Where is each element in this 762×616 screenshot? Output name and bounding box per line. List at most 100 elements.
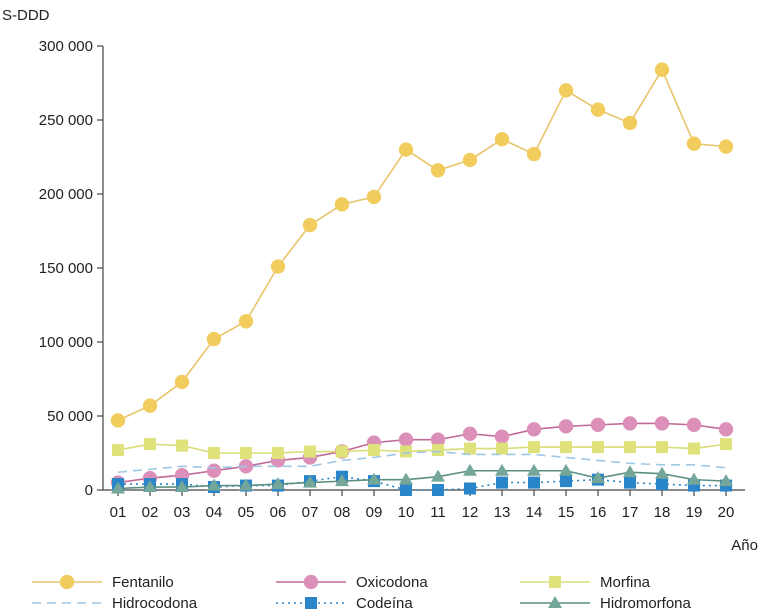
data-point-morfina [336,445,348,458]
data-point-morfina [720,438,732,451]
x-tick-label: 06 [270,504,287,521]
data-point-morfina [688,442,700,455]
data-point-oxicodona [558,419,574,434]
x-tick-label: 16 [590,504,607,521]
x-tick-label: 10 [398,504,415,521]
legend-label-fentanilo: Fentanilo [112,574,174,591]
data-point-codeina [464,482,476,495]
x-tick-label: 08 [334,504,351,521]
x-tick-label: 18 [654,504,671,521]
data-point-hidromorfona [463,463,477,476]
data-point-hidromorfona [527,463,541,476]
series-line-hidromorfona [117,469,727,490]
data-point-hidromorfona [239,478,253,491]
x-tick-label: 09 [366,504,383,521]
y-tick-label: 100 000 [39,334,93,351]
data-point-morfina [624,441,636,454]
data-point-hidromorfona [335,474,349,487]
data-point-oxicodona [494,429,510,444]
data-point-morfina [560,441,572,454]
data-point-fentanilo [430,163,446,178]
series-hidrocodona [117,450,727,474]
legend-item-oxicodona: Oxicodona [276,574,428,591]
data-point-hidromorfona [207,478,221,491]
y-tick-label: 300 000 [39,38,93,55]
series-line-hidrocodona [117,450,727,474]
data-point-fentanilo [174,374,190,390]
legend-item-hidrocodona: Hidrocodona [32,595,198,612]
x-tick-label: 15 [558,504,575,521]
legend-marker-morfina [549,576,561,588]
series-line-codeina [118,475,726,491]
x-tick-label: 01 [110,504,127,521]
data-point-hidromorfona [367,472,381,485]
y-axis-label: S-DDD [2,7,50,24]
data-point-hidromorfona [271,477,285,490]
legend: Fentanilo Oxicodona Morfina Hidrocodona Code… [32,574,692,612]
series-fentanilo [110,62,734,428]
data-point-hidromorfona [559,463,573,476]
y-tick-label: 0 [85,482,93,499]
data-point-fentanilo [142,398,158,413]
data-point-hidromorfona [623,465,637,478]
data-point-fentanilo [366,189,382,205]
x-tick-label: 03 [174,504,191,521]
data-point-morfina [304,445,316,458]
x-tick-label: 02 [142,504,159,521]
series-hidromorfona [111,463,733,494]
data-point-oxicodona [654,416,670,431]
data-point-fentanilo [238,314,254,329]
data-point-fentanilo [494,131,510,147]
data-point-morfina [592,441,604,454]
data-point-morfina [464,442,476,455]
data-point-codeina [560,475,572,488]
series-codeina [112,470,732,496]
legend-label-hidromorfona: Hidromorfona [600,595,692,612]
legend-item-fentanilo: Fentanilo [32,574,174,591]
x-tick-label: 19 [686,504,703,521]
y-tick-label: 250 000 [39,112,93,129]
data-point-morfina [208,447,220,459]
data-point-oxicodona [206,463,222,479]
data-point-fentanilo [718,139,734,154]
data-point-oxicodona [462,426,478,442]
legend-label-morfina: Morfina [600,574,651,591]
x-tick-label: 04 [206,504,223,521]
data-point-hidromorfona [687,472,701,485]
data-point-oxicodona [590,417,606,433]
y-tick-label: 150 000 [39,260,93,277]
data-point-fentanilo [302,217,318,233]
data-point-fentanilo [334,197,350,212]
series-morfina [112,438,732,459]
data-point-fentanilo [462,152,478,168]
legend-item-morfina: Morfina [520,574,651,591]
data-point-morfina [368,444,380,457]
data-point-fentanilo [110,413,126,428]
data-point-oxicodona [526,422,542,437]
legend-item-hidromorfona: Hidromorfona [520,595,692,612]
y-tick-label: 50 000 [47,408,93,425]
x-tick-label: 17 [622,504,639,521]
data-point-morfina [400,445,412,458]
data-point-hidromorfona [303,475,317,488]
legend-label-codeina: Codeína [356,595,413,612]
data-point-codeina [496,476,508,489]
legend-marker-oxicodona [303,574,319,590]
data-point-hidromorfona [111,481,125,494]
legend-marker-hidromorfona [548,596,562,608]
legend-item-codeina: Codeína [276,595,413,612]
data-point-fentanilo [270,259,286,274]
data-point-hidromorfona [655,466,669,479]
x-tick-label: 20 [718,504,735,521]
data-point-morfina [176,439,188,452]
x-tick-label: 14 [526,504,543,521]
data-point-morfina [528,441,540,454]
x-tick-label: 05 [238,504,255,521]
x-axis-label: Año [731,537,758,554]
x-tick-label: 12 [462,504,479,521]
x-tick-label: 13 [494,504,511,521]
data-point-hidromorfona [719,474,733,487]
x-tick-label: 07 [302,504,319,521]
data-point-fentanilo [206,331,222,347]
data-point-morfina [272,447,284,459]
